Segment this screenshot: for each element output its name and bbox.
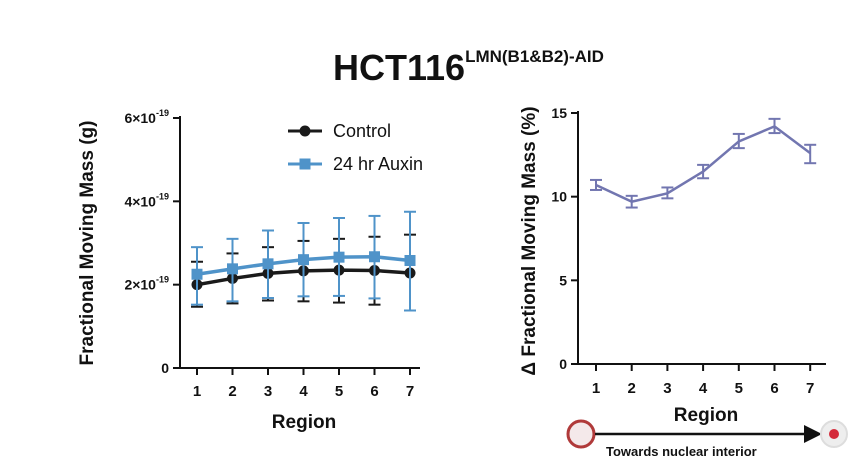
- figure-title-superscript: LMN(B1&B2)-AID: [465, 47, 604, 66]
- y-tick-label: 2×10-19: [124, 275, 169, 293]
- y-tick-label: 4×10-19: [124, 191, 169, 209]
- x-tick-label: 3: [264, 383, 272, 400]
- y-tick-label: 5: [559, 272, 567, 288]
- y-tick-label-exponent: -19: [156, 191, 169, 201]
- y-tick-label-exponent: -19: [156, 275, 169, 285]
- series-24-hr-auxin: [191, 210, 416, 312]
- left-chart: 02×10-194×10-196×10-191 2 3 4 5 6 7RegionFract…: [77, 108, 423, 433]
- direction-arrow-label: Towards nuclear interior: [606, 444, 757, 457]
- y-tick-label-base: 2×10: [124, 277, 156, 293]
- y-tick-label-base: 5: [559, 272, 567, 288]
- y-tick-label: 0: [559, 356, 567, 372]
- legend-marker: [299, 125, 311, 137]
- legend-marker: [299, 158, 311, 170]
- x-tick-label: 4: [299, 383, 308, 400]
- y-axis-label: Fractional Moving Mass (g): [77, 121, 98, 366]
- x-axis-label: Region: [674, 405, 738, 426]
- y-tick-label-base: 0: [161, 360, 169, 376]
- x-tick-label: 2: [628, 380, 636, 397]
- y-tick-label: 6×10-19: [124, 108, 169, 126]
- x-tick-label: 4: [699, 380, 708, 397]
- legend-label: 24 hr Auxin: [333, 154, 423, 174]
- x-tick-label: 6: [770, 380, 778, 397]
- x-tick-label: 3: [663, 380, 671, 397]
- y-tick-label-base: 10: [551, 189, 567, 205]
- figure-title: HCT116LMN(B1&B2)-AID: [333, 47, 604, 88]
- series-delta: [590, 117, 817, 209]
- series-line: [595, 124, 811, 204]
- data-point: [298, 254, 309, 266]
- y-tick-label-base: 4×10: [124, 193, 156, 209]
- direction-diagram: Towards nuclear interior: [566, 419, 848, 457]
- x-tick-label: 7: [806, 380, 814, 397]
- y-tick-label: 15: [551, 105, 567, 121]
- legend: Control 24 hr Auxin: [288, 121, 423, 174]
- interior-dot-icon: [829, 429, 839, 439]
- legend-label: Control: [333, 121, 391, 141]
- y-tick-label: 10: [551, 189, 567, 205]
- periphery-circle-icon: [566, 419, 596, 449]
- data-point: [333, 251, 345, 263]
- right-chart: 0 5 10 15 1 2 3 4 5 6 7 Region Δ Fractional Moving M…: [519, 105, 826, 426]
- data-point: [191, 268, 203, 280]
- direction-arrowhead-icon: [804, 425, 822, 443]
- data-point: [227, 263, 238, 275]
- y-axis-label: Δ Fractional Moving Mass (%): [519, 106, 540, 375]
- x-tick-label: 5: [335, 383, 343, 400]
- y-tick-label-base: 0: [559, 356, 567, 372]
- data-point: [404, 255, 416, 266]
- x-tick-label: 6: [370, 383, 378, 400]
- y-tick-label-exponent: -19: [156, 108, 169, 118]
- y-tick-label: 0: [161, 360, 169, 376]
- data-point: [369, 251, 380, 263]
- x-axis-label: Region: [272, 412, 336, 433]
- data-point: [262, 258, 274, 270]
- y-tick-label-base: 15: [551, 105, 567, 121]
- x-tick-label: 2: [228, 383, 236, 400]
- x-tick-label: 1: [592, 380, 600, 397]
- x-tick-label: 1: [193, 383, 201, 400]
- figure-title-main: HCT116: [333, 47, 465, 88]
- x-tick-label: 7: [406, 383, 414, 400]
- x-tick-label: 5: [735, 380, 743, 397]
- y-tick-label-base: 6×10: [124, 110, 156, 126]
